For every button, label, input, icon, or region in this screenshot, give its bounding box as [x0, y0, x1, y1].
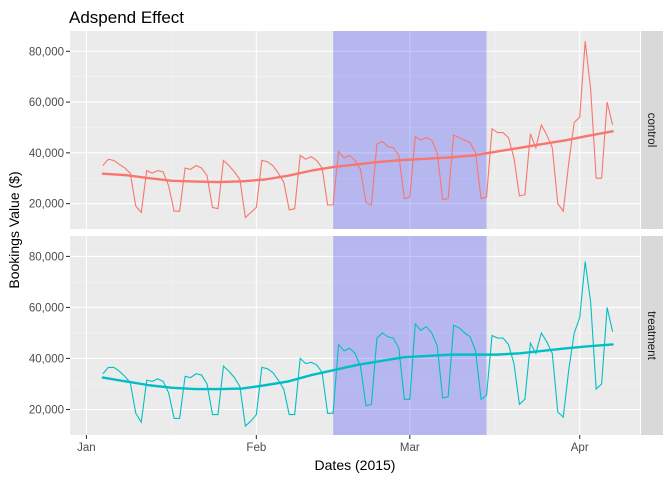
facet-strip [641, 31, 663, 229]
panel-background [70, 31, 640, 229]
panel-control: 20,000 40,000 60,000 80,000 control [29, 31, 663, 229]
y-tick-label: 60,000 [29, 302, 64, 314]
trend-line-treatment [101, 343, 614, 391]
y-tick-label: 60,000 [29, 97, 64, 109]
facet-strip [641, 236, 663, 435]
adspend-period-band [333, 236, 487, 435]
x-axis-title: Dates (2015) [315, 457, 396, 473]
y-tick-label: 20,000 [29, 404, 64, 416]
x-tick-label: Apr [571, 442, 589, 454]
x-tick-label: Feb [246, 442, 266, 454]
x-tick-label: Mar [400, 442, 420, 454]
adspend-period-band [333, 31, 487, 229]
x-tick-label: Jan [77, 442, 96, 454]
y-tick-label: 40,000 [29, 148, 64, 160]
panels-group: 20,000 40,000 60,000 80,000 control 20,000 40,… [29, 31, 663, 435]
x-axis: Jan Feb Mar Apr [77, 435, 589, 454]
panel-treatment: 20,000 40,000 60,000 80,000 treatment [29, 236, 663, 435]
y-tick-label: 40,000 [29, 353, 64, 365]
y-axis-title: Bookings Value ($) [6, 171, 22, 288]
y-tick-label: 80,000 [29, 251, 64, 263]
series-line-treatment [102, 261, 614, 428]
y-tick-label: 80,000 [29, 46, 64, 58]
facet-strip-label: treatment [645, 311, 657, 360]
panel-background [70, 236, 640, 435]
trend-line-control [101, 130, 614, 184]
chart-title: Adspend Effect [69, 8, 184, 27]
facet-strip-label: control [645, 113, 657, 148]
y-tick-label: 20,000 [29, 199, 64, 211]
